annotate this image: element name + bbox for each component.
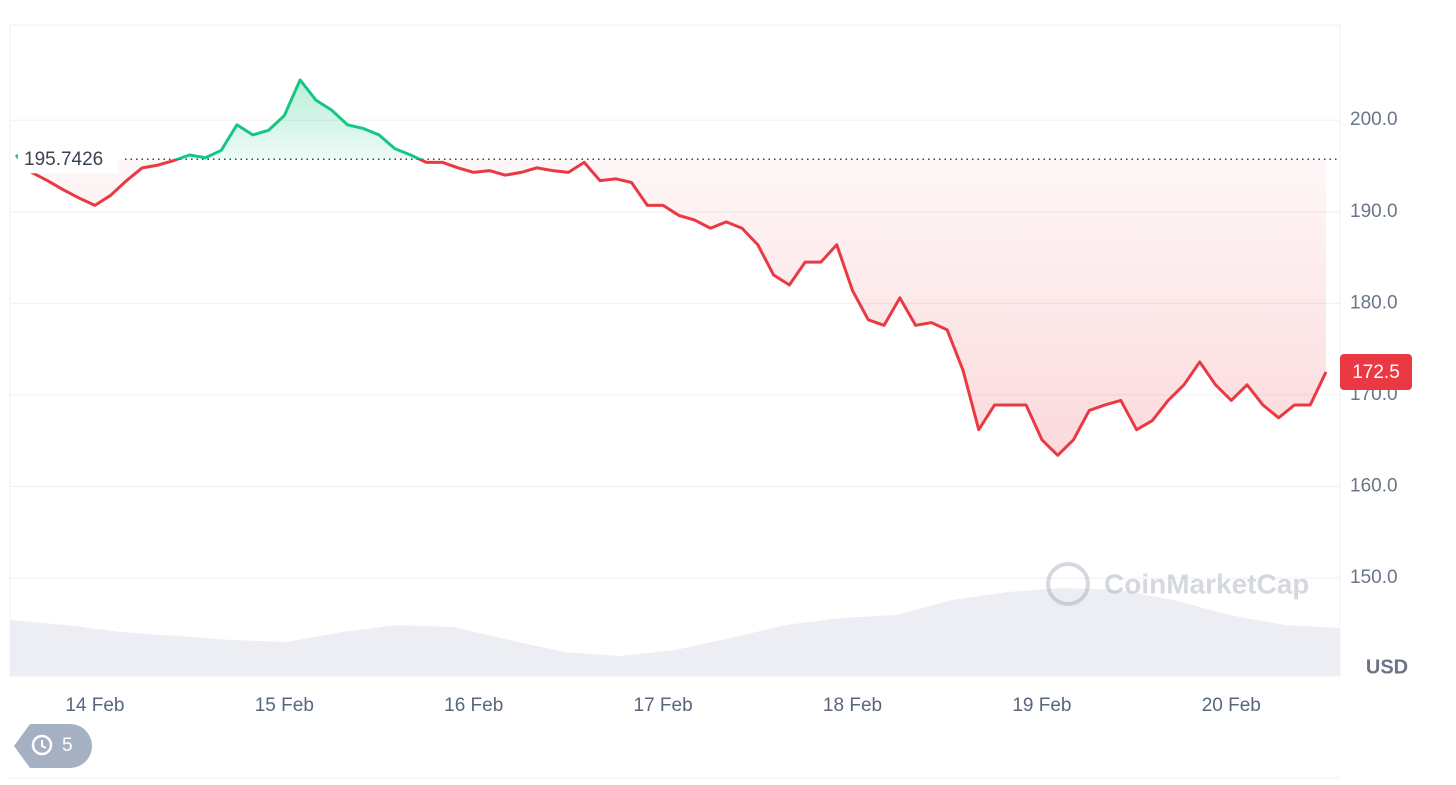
- watermark-text: CoinMarketCap: [1104, 568, 1309, 599]
- x-tick-label: 19 Feb: [1012, 695, 1071, 716]
- y-tick-label: 160.0: [1350, 475, 1398, 496]
- history-icon: [31, 734, 53, 756]
- price-line: [14, 78, 1328, 457]
- y-tick-label: 150.0: [1350, 567, 1398, 588]
- history-icon-hand: [41, 740, 47, 749]
- baseline-label: 195.7426: [24, 149, 103, 170]
- current-price-label: 172.5: [1352, 362, 1400, 383]
- x-tick-label: 17 Feb: [634, 695, 693, 716]
- watermark-logo: [1046, 562, 1090, 606]
- history-button[interactable]: 5: [14, 724, 92, 768]
- y-tick-label: 200.0: [1350, 109, 1398, 130]
- history-button-bg: [14, 724, 92, 768]
- y-tick-label: 180.0: [1350, 292, 1398, 313]
- current-price-tag: [1340, 354, 1412, 391]
- x-tick-label: 15 Feb: [255, 695, 314, 716]
- watermark: CoinMarketCap: [1046, 562, 1309, 606]
- x-tick-label: 16 Feb: [444, 695, 503, 716]
- unit-label: USD: [1366, 656, 1408, 678]
- x-tick-label: 18 Feb: [823, 695, 882, 716]
- price-area: [16, 79, 1326, 456]
- volume-area: [10, 588, 1340, 676]
- history-count: 5: [62, 735, 73, 756]
- y-tick-label: 190.0: [1350, 201, 1398, 222]
- x-tick-label: 14 Feb: [65, 695, 124, 716]
- x-tick-label: 20 Feb: [1202, 695, 1261, 716]
- baseline-label-bg: [18, 145, 118, 174]
